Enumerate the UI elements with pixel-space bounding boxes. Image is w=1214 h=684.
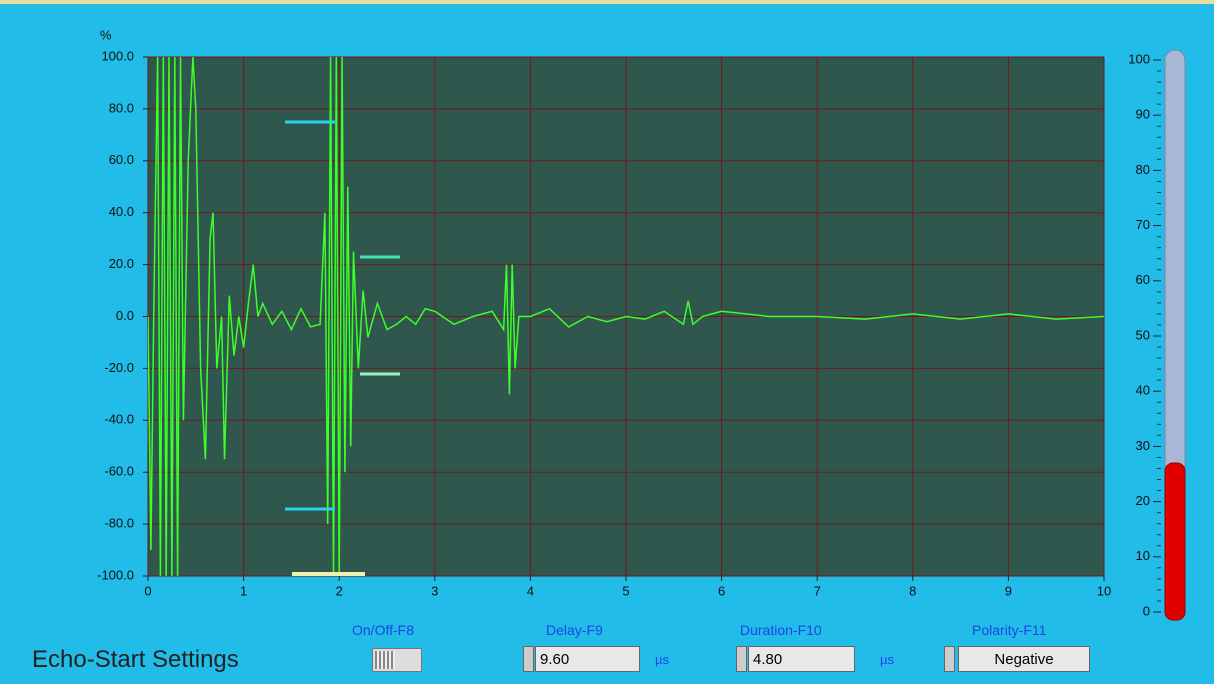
panel-title: Echo-Start Settings (32, 646, 239, 673)
gauge-tick-label: 70 (1136, 217, 1150, 232)
gauge-tick-label: 100 (1128, 51, 1150, 66)
x-tick-label: 4 (527, 583, 534, 598)
numeric-input[interactable]: 4.80 (748, 646, 855, 672)
ring-selector[interactable]: Negative (958, 646, 1090, 672)
spinner[interactable] (523, 646, 534, 672)
x-tick-label: 3 (431, 583, 438, 598)
y-tick-label: -60.0 (104, 464, 134, 479)
gauge-tick-label: 30 (1136, 438, 1150, 453)
gauge-tick-label: 90 (1136, 107, 1150, 122)
x-tick-label: 5 (622, 583, 629, 598)
gauge-tick-label: 80 (1136, 162, 1150, 177)
x-tick-label: 1 (240, 583, 247, 598)
gate-markers (285, 120, 400, 576)
control-label: Polarity-F11 (972, 622, 1047, 638)
unit-label: µs (880, 652, 894, 667)
y-axis-label: % (100, 27, 112, 42)
gauge-tick-label: 50 (1136, 327, 1150, 342)
y-tick-label: 80.0 (109, 100, 134, 115)
gauge-tick-label: 60 (1136, 272, 1150, 287)
x-tick-label: 9 (1005, 583, 1012, 598)
spinner[interactable] (736, 646, 747, 672)
control-label: Duration-F10 (740, 622, 822, 638)
control-label: On/Off-F8 (352, 622, 414, 638)
y-tick-label: -100.0 (97, 567, 134, 582)
gauge-tick-label: 0 (1143, 603, 1150, 618)
x-tick-label: 10 (1097, 583, 1111, 598)
spinner[interactable] (944, 646, 955, 672)
gauge-tick-label: 10 (1136, 548, 1150, 563)
y-tick-label: 40.0 (109, 204, 134, 219)
y-tick-label: -20.0 (104, 360, 134, 375)
x-tick-label: 7 (814, 583, 821, 598)
gauge-tick-label: 20 (1136, 493, 1150, 508)
unit-label: µs (655, 652, 669, 667)
x-tick-label: 2 (336, 583, 343, 598)
x-tick-label: 6 (718, 583, 725, 598)
x-tick-label: 8 (909, 583, 916, 598)
data-line (148, 57, 1104, 576)
toggle-knob (375, 651, 395, 669)
numeric-input[interactable]: 9.60 (535, 646, 640, 672)
toggle-switch[interactable] (372, 648, 422, 672)
gauge-tick-label: 40 (1136, 383, 1150, 398)
gauge-fill (1164, 462, 1186, 621)
control-label: Delay-F9 (546, 622, 603, 638)
y-tick-label: 20.0 (109, 256, 134, 271)
y-tick-label: 0.0 (116, 308, 134, 323)
y-tick-label: 100.0 (101, 48, 134, 63)
x-tick-label: 0 (144, 583, 151, 598)
y-tick-label: -80.0 (104, 516, 134, 531)
top-border (0, 0, 1214, 4)
y-tick-label: 60.0 (109, 152, 134, 167)
y-tick-label: -40.0 (104, 412, 134, 427)
